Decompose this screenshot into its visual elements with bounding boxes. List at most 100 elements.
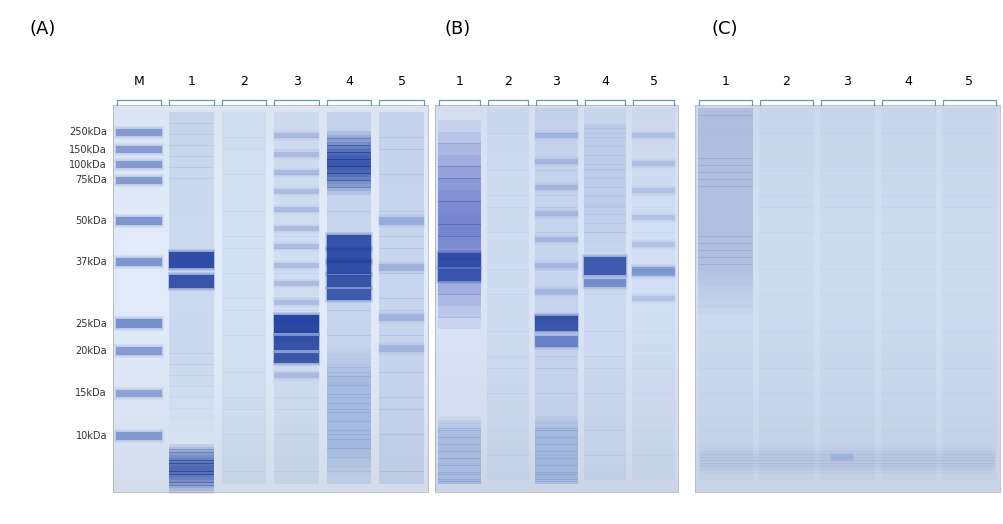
Bar [114,126,163,138]
Bar [880,393,935,406]
Bar [941,158,996,171]
Bar [113,366,427,371]
Bar [819,467,875,481]
Bar [274,318,319,323]
Bar [697,319,752,332]
Bar [273,260,320,271]
Bar [697,368,752,381]
Bar [113,370,427,376]
Bar [274,347,319,361]
Bar [274,360,319,373]
Bar [535,264,577,268]
Bar [583,173,626,179]
Bar [274,149,319,162]
Bar [694,414,999,419]
Bar [694,153,999,158]
Bar [274,226,319,231]
Bar [583,205,626,210]
Bar [437,414,480,417]
Bar [535,108,577,121]
Bar [274,244,319,249]
Bar [116,217,162,225]
Bar [583,257,626,275]
Bar [327,422,371,435]
Bar [273,352,320,365]
Bar [535,237,577,243]
Bar [222,422,266,435]
Bar [436,266,481,285]
Bar [327,358,371,363]
Bar [534,183,578,192]
Bar [694,104,999,110]
Bar [168,249,216,271]
Bar [327,409,371,422]
Bar [697,393,752,406]
Bar [694,433,999,439]
Bar [583,241,626,246]
Bar [758,146,813,158]
Bar [170,275,214,288]
Bar [434,110,677,115]
Bar [434,467,677,473]
Bar [434,235,677,241]
Bar [437,465,480,468]
Bar [170,134,214,146]
Bar [274,133,319,139]
Text: 2: 2 [781,75,789,88]
Bar [535,467,577,481]
Bar [170,332,214,343]
Bar [327,310,371,323]
Bar [113,312,427,318]
Bar [486,183,529,195]
Bar [113,201,427,206]
Bar [699,462,994,464]
Bar [273,312,320,336]
Bar [434,105,677,492]
Bar [113,293,427,299]
Bar [486,146,529,158]
Bar [758,158,813,171]
Bar [697,236,752,244]
Bar [115,160,162,169]
Bar [694,390,999,395]
Bar [880,133,935,146]
Bar [437,236,480,248]
Bar [583,219,626,224]
Bar [534,235,578,244]
Bar [694,346,999,352]
Bar [941,257,996,270]
Bar [632,356,674,369]
Bar [436,251,481,269]
Bar [631,294,675,303]
Bar [486,368,529,381]
Bar [941,170,996,183]
Text: 5: 5 [965,75,973,88]
Bar [583,237,626,242]
Bar [379,199,423,212]
Bar [699,465,994,466]
Bar [274,335,319,351]
Bar [222,199,266,212]
Bar [437,268,480,282]
Bar [632,368,674,381]
Bar [583,279,626,287]
Bar [583,246,626,251]
Bar [694,370,999,376]
Bar [632,331,674,344]
Bar [434,414,677,419]
Bar [170,408,214,420]
Bar [170,277,214,288]
Bar [113,351,427,356]
Bar [486,307,529,320]
Bar [880,368,935,381]
Bar [113,342,427,347]
Bar [170,488,214,491]
Bar [694,105,999,492]
Bar [327,453,371,458]
Bar [583,146,626,158]
Bar [437,305,480,318]
Bar [168,271,216,291]
Bar [113,134,427,139]
Bar [436,250,481,270]
Bar [434,240,677,245]
